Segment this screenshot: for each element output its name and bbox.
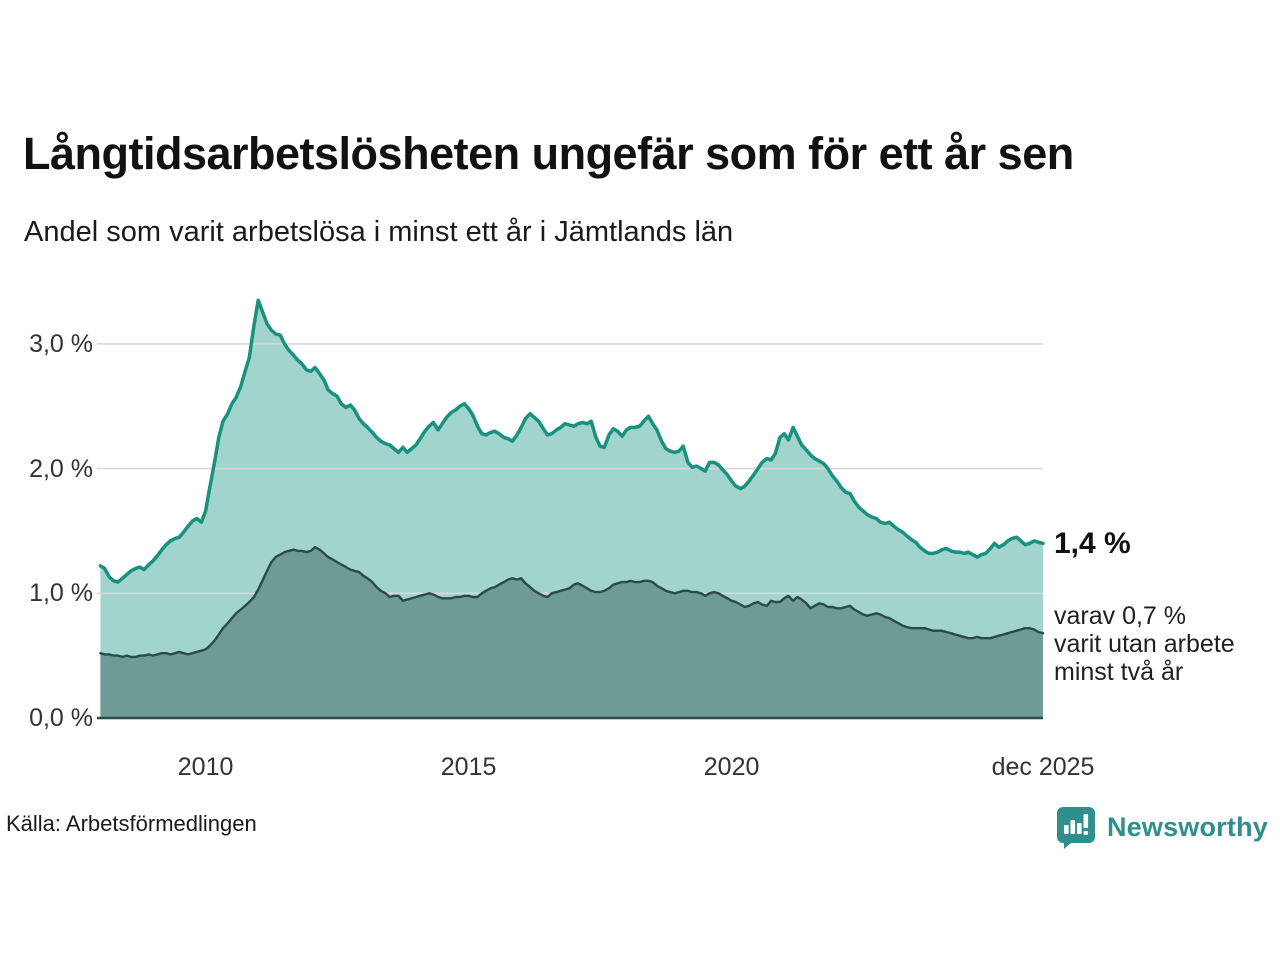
line-min-two-years (99, 546, 1045, 659)
y-tick-label: 3,0 % (29, 329, 93, 358)
newsworthy-wordmark: Newsworthy (1106, 811, 1268, 842)
annotation-line: minst två år (1054, 658, 1184, 686)
line-min-one-year (98, 298, 1045, 584)
x-tick-label: 2015 (440, 753, 497, 781)
y-tick-label: 0,0 % (29, 704, 93, 732)
x-tick-label: dec 2025 (991, 753, 1095, 781)
y-tick-label: 2,0 % (29, 454, 93, 483)
logo-bar-chart-glyph (1063, 814, 1089, 835)
x-tick-label: 2010 (177, 753, 234, 781)
annotation-line: varit utan arbete (1054, 630, 1235, 658)
page-subtitle: Andel som varit arbetslösa i minst ett å… (24, 216, 734, 248)
page-title: Långtidsarbetslösheten ungefär som för e… (23, 128, 1074, 179)
area-fill-min-two-years (100, 547, 1043, 718)
newsworthy-logo-icon (1056, 807, 1095, 849)
y-tick-label: 1,0 % (29, 579, 93, 608)
x-tick-label: 2020 (703, 753, 760, 781)
end-value-annotation-breakdown: varav 0,7 % varit utan arbete minst två … (1054, 602, 1235, 686)
newsworthy-branding: Newsworthy (1055, 803, 1268, 851)
annotation-line: varav 0,7 % (1054, 602, 1187, 630)
source-attribution: Källa: Arbetsförmedlingen (6, 811, 257, 836)
end-value-label-total: 1,4 % (1054, 527, 1131, 560)
